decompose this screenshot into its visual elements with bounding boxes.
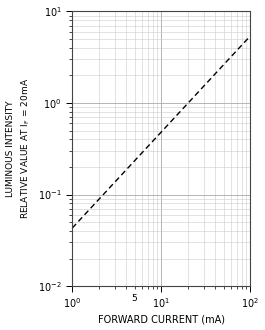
X-axis label: FORWARD CURRENT (mA): FORWARD CURRENT (mA) (98, 314, 225, 324)
Y-axis label: LUMINOUS INTENSITY
RELATIVE VALUE AT I$_{\mathregular{F}}$ = 20mA: LUMINOUS INTENSITY RELATIVE VALUE AT I$_… (6, 78, 32, 219)
